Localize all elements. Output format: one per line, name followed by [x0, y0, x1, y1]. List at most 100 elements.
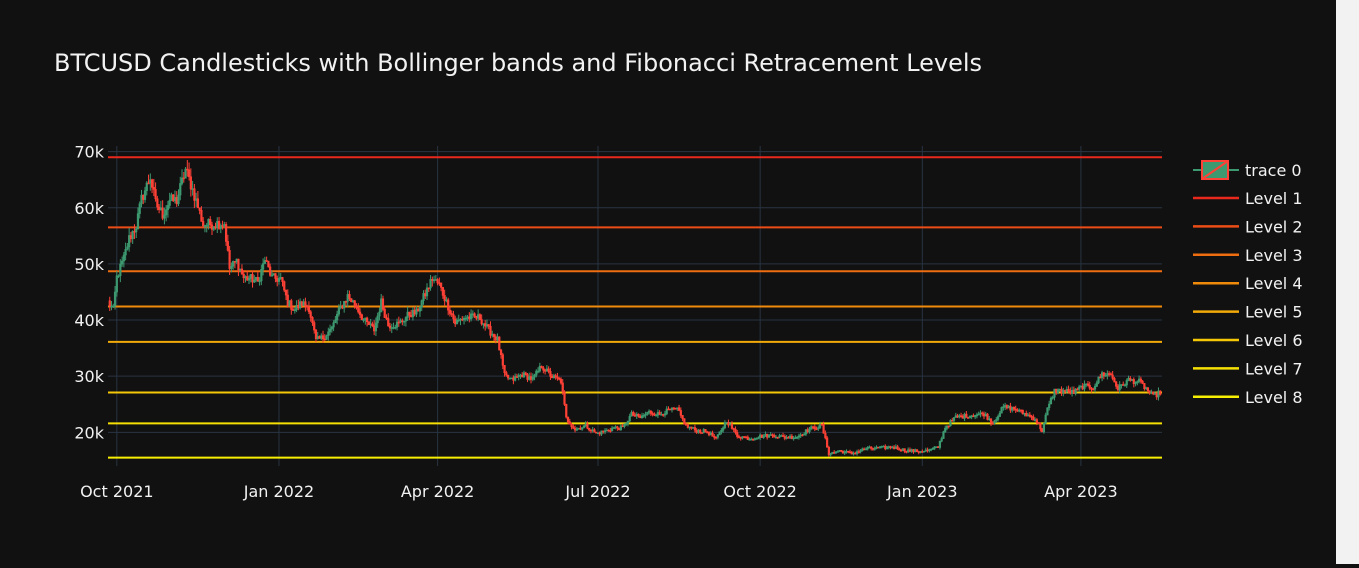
- candle-body: [1155, 392, 1158, 398]
- candle-body: [244, 276, 247, 279]
- candle-body: [1025, 413, 1028, 417]
- candle-body: [589, 429, 593, 432]
- legend-label: Level 7: [1245, 359, 1303, 378]
- candle-body: [982, 413, 986, 417]
- candle-body: [593, 429, 596, 433]
- candle-body: [536, 370, 540, 373]
- candle-body: [450, 313, 453, 315]
- candle-body: [836, 451, 839, 453]
- x-tick-label: Oct 2021: [80, 482, 153, 501]
- candle-body: [556, 376, 559, 379]
- candlesticks: [108, 160, 1162, 457]
- candle-body: [810, 426, 813, 430]
- candle-body: [771, 434, 774, 436]
- candle-body: [362, 319, 365, 321]
- candle-body: [517, 375, 520, 378]
- candle-body: [1153, 392, 1157, 395]
- candle-body: [1083, 384, 1086, 390]
- candle-body: [908, 449, 912, 452]
- candle-body: [269, 266, 272, 276]
- candle-body: [443, 295, 446, 302]
- candle-body: [1079, 385, 1083, 388]
- candle-body: [644, 414, 647, 416]
- candle-body: [217, 221, 221, 229]
- candle-body: [965, 413, 968, 418]
- legend-item-level[interactable]: Level 5: [1193, 303, 1303, 322]
- candle-body: [938, 440, 942, 448]
- candle-body: [499, 349, 503, 355]
- candle-body: [988, 418, 991, 421]
- candle-body: [129, 235, 133, 240]
- candle-body: [270, 274, 274, 277]
- candle-body: [586, 423, 589, 429]
- candle-body: [700, 432, 704, 434]
- candle-body: [258, 280, 261, 283]
- candle-body: [1148, 390, 1151, 393]
- candle-body: [887, 446, 890, 448]
- candle-body: [348, 294, 351, 299]
- candle-body: [1053, 388, 1056, 398]
- candle-body: [639, 415, 642, 419]
- candle-body: [320, 335, 323, 339]
- candle-body: [632, 412, 635, 416]
- legend-item-level[interactable]: Level 3: [1193, 246, 1303, 265]
- legend-item-level[interactable]: Level 4: [1193, 274, 1303, 293]
- candle-body: [230, 265, 233, 269]
- candle-body: [882, 445, 885, 448]
- candle-body: [811, 426, 815, 428]
- candle-body: [826, 437, 829, 448]
- candle-body: [149, 179, 152, 184]
- candle-body: [864, 448, 867, 451]
- candle-body: [214, 226, 217, 228]
- candle-body: [1113, 378, 1116, 383]
- candle-body: [649, 410, 652, 414]
- candle-body: [300, 301, 303, 306]
- candle-body: [1120, 384, 1123, 386]
- candle-body: [411, 309, 415, 318]
- candle-body: [529, 376, 533, 380]
- candle-body: [487, 324, 490, 327]
- candle-body: [1049, 398, 1053, 405]
- candle-body: [880, 446, 883, 448]
- legend-label: Level 5: [1245, 303, 1303, 322]
- candle-body: [859, 450, 862, 453]
- candle-body: [138, 203, 141, 214]
- candle-body: [360, 314, 363, 321]
- candle-body: [970, 415, 973, 418]
- legend-item-trace-0[interactable]: trace 0: [1193, 160, 1302, 180]
- candle-body: [737, 436, 741, 438]
- candle-body: [283, 281, 286, 291]
- candle-body: [461, 318, 464, 321]
- candle-body: [706, 431, 709, 434]
- candle-body: [1041, 428, 1044, 433]
- candle-body: [1116, 385, 1120, 391]
- candle-body: [128, 235, 131, 248]
- candle-body: [323, 338, 326, 341]
- candle-body: [415, 308, 418, 315]
- candle-body: [801, 434, 804, 437]
- candle-body: [179, 183, 182, 196]
- candle-body: [829, 453, 832, 456]
- candle-body: [773, 435, 776, 438]
- candle-body: [274, 273, 277, 279]
- candle-body: [358, 311, 362, 315]
- candle-body: [307, 306, 311, 313]
- candle-body: [972, 415, 975, 418]
- candle-body: [1023, 413, 1026, 415]
- legend-item-level[interactable]: Level 6: [1193, 331, 1303, 350]
- legend-item-level[interactable]: Level 7: [1193, 359, 1303, 378]
- candle-body: [291, 309, 295, 311]
- legend-item-level[interactable]: Level 8: [1193, 388, 1303, 407]
- candle-body: [596, 432, 600, 435]
- candle-body: [299, 301, 302, 309]
- candle-body: [166, 205, 170, 210]
- candle-body: [834, 451, 838, 454]
- candle-body: [328, 328, 332, 333]
- legend-item-level[interactable]: Level 2: [1193, 217, 1303, 236]
- legend-item-level[interactable]: Level 1: [1193, 189, 1303, 208]
- candle-body: [986, 413, 989, 420]
- candle-body: [727, 422, 730, 426]
- candle-body: [646, 412, 649, 415]
- legend[interactable]: trace 0 Level 1 Level 2 Level 3 Level 4 Level…: [1193, 160, 1303, 407]
- candle-body: [203, 225, 207, 227]
